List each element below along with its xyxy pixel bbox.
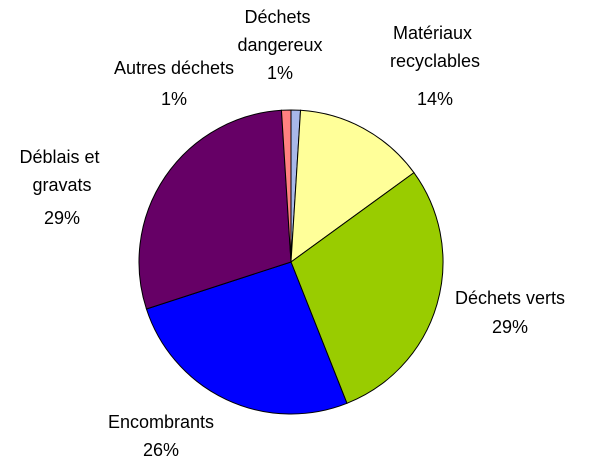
slice-percent: 14% — [417, 89, 453, 109]
slice-label: Déblais et gravats — [19, 147, 104, 195]
slice-percent: 1% — [267, 63, 293, 83]
slice-percent: 29% — [44, 208, 80, 228]
slice-label: Encombrants — [108, 412, 214, 432]
slice-label: Déchets verts — [455, 288, 565, 308]
slice-label: Déchets dangereux — [237, 7, 322, 55]
slice-percent: 26% — [143, 440, 179, 460]
pie-slice — [290, 171, 444, 404]
pie-slice — [290, 109, 415, 264]
pie-slice — [145, 261, 348, 415]
pie-slice — [138, 109, 292, 310]
slice-label: Autres déchets — [114, 58, 234, 78]
slice-percent: 1% — [161, 89, 187, 109]
pie-slice — [280, 109, 292, 263]
slice-label: Matériaux recyclables — [390, 23, 480, 71]
slice-percent: 29% — [492, 317, 528, 337]
